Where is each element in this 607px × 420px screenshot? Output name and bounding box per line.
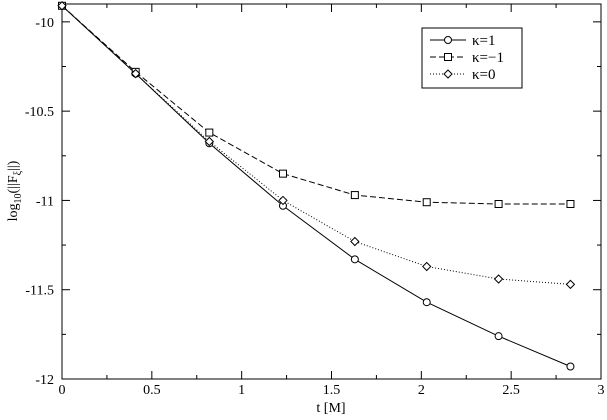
series-line xyxy=(61,5,571,205)
x-tick-label: 1.5 xyxy=(323,383,341,398)
ticks-layer: 0 0.5 1 1.5 2 2.5 3 -10 -10.5 -11 -11.5 -12 xyxy=(25,4,605,398)
legend-marker xyxy=(443,69,453,79)
y-axis-label: log10(||Fξ||) xyxy=(6,160,24,221)
series-point xyxy=(350,255,359,264)
x-tick-label: 3 xyxy=(598,383,605,398)
series-point xyxy=(130,68,141,79)
x-tick-label: 1 xyxy=(238,383,245,398)
y-tick-label: -11.5 xyxy=(25,284,54,299)
y-tick-label: -10 xyxy=(35,16,54,31)
series-2 xyxy=(57,1,576,290)
y-tick-label: -12 xyxy=(35,373,54,388)
series-point xyxy=(350,191,359,200)
legend-label: κ=0 xyxy=(472,67,496,83)
series-point xyxy=(422,198,431,207)
series-point xyxy=(278,195,288,206)
series-point xyxy=(494,200,503,208)
series-point xyxy=(494,332,503,341)
legend-marker xyxy=(444,53,452,61)
x-tick-label: 2.5 xyxy=(502,383,520,398)
legend-box xyxy=(421,27,523,89)
legend-label: κ=1 xyxy=(472,33,496,49)
series-point xyxy=(566,362,575,371)
series-point xyxy=(422,261,432,272)
series-point xyxy=(350,236,360,247)
series-point xyxy=(493,274,504,284)
y-tick-label: -10.5 xyxy=(25,105,54,120)
series-point xyxy=(205,128,214,137)
series-line xyxy=(61,5,571,285)
series-point xyxy=(566,200,575,208)
series-point xyxy=(422,298,431,307)
series-point xyxy=(204,136,215,147)
x-tick-label: 0.5 xyxy=(143,383,161,398)
y-tick-label: -11 xyxy=(36,194,54,209)
legend-marker xyxy=(444,36,452,44)
series-point xyxy=(57,1,67,11)
x-tick-label: 0 xyxy=(59,383,66,398)
series-point xyxy=(565,279,576,290)
series-point xyxy=(278,169,287,178)
x-axis-label: t [M] xyxy=(316,401,345,415)
series-layer xyxy=(57,1,576,371)
legend-label: κ=−1 xyxy=(472,50,504,66)
legend: κ=1κ=−1κ=0 xyxy=(421,27,523,89)
x-tick-label: 2 xyxy=(418,383,425,398)
